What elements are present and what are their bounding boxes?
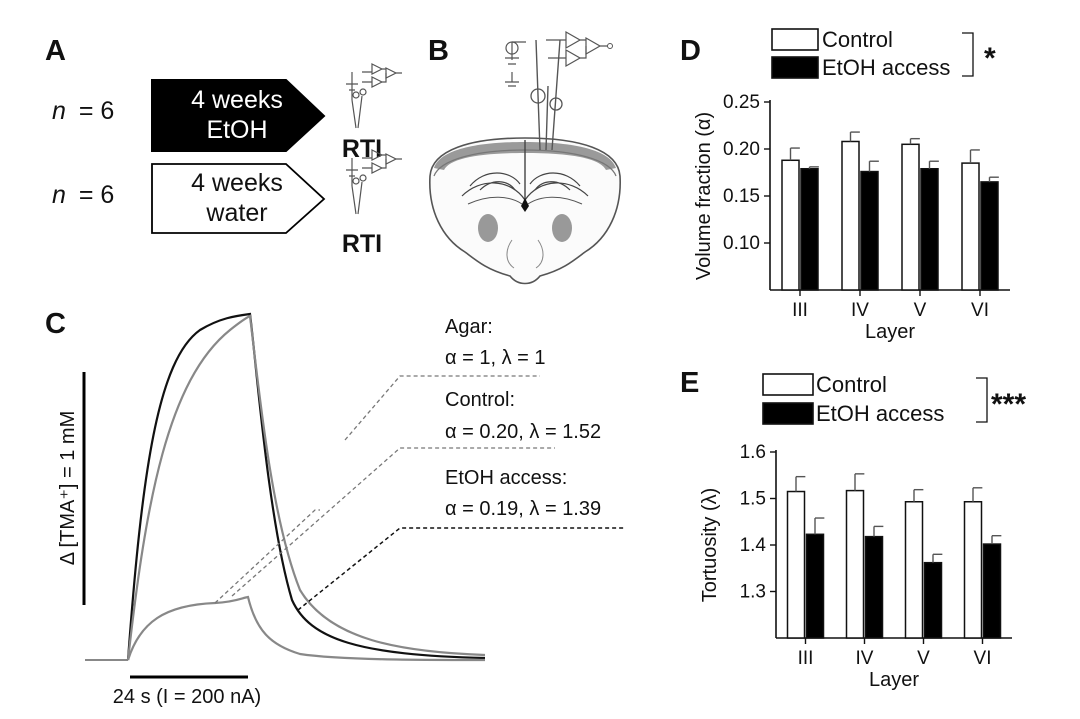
legend-e: Control EtOH access *** xyxy=(762,372,1026,426)
legend-etoh-label: EtOH access xyxy=(822,55,950,80)
n-label: n xyxy=(52,181,66,209)
etoh-bar xyxy=(920,167,939,291)
agar-params: α = 1, λ = 1 xyxy=(445,347,546,369)
time-scale-label: 24 s (I = 200 nA) xyxy=(113,686,261,708)
concentration-scale-label: Δ [TMA⁺] = 1 mM xyxy=(57,411,79,566)
water-arrow-box xyxy=(151,163,326,234)
y-axis-label: Tortuosity (λ) xyxy=(699,488,721,602)
control-bar xyxy=(901,143,920,291)
legend-d: Control EtOH access * xyxy=(771,27,996,80)
control-trace xyxy=(126,314,486,661)
y-tick-label: 1.3 xyxy=(740,582,766,603)
brain-slice-diagram xyxy=(429,30,621,285)
svg-text:n = 6: n = 6 xyxy=(52,181,114,209)
legend-etoh-swatch xyxy=(762,402,814,425)
y-tick-label: 1.5 xyxy=(740,489,766,510)
control-bar xyxy=(961,162,980,291)
diffusion-traces: Δ [TMA⁺] = 1 mM 24 s (I = 200 nA) xyxy=(57,312,625,708)
y-tick-label: 0.20 xyxy=(723,139,760,160)
y-tick-label: 0.15 xyxy=(723,186,760,207)
water-line2: water xyxy=(205,199,267,227)
x-tick-label: IV xyxy=(851,300,869,321)
bar-chart-tortuosity: 1.3 1.4 1.5 1.6 Tortuosity (λ) III IV V VI Layer xyxy=(699,442,1012,691)
etoh-line1: 4 weeks xyxy=(191,86,283,114)
rti-label: RTI xyxy=(342,135,382,163)
etoh-title: EtOH access: xyxy=(445,467,567,489)
x-tick-label: VI xyxy=(971,300,989,321)
legend-etoh-label: EtOH access xyxy=(816,401,944,426)
electrode-icon xyxy=(346,63,402,129)
control-bar xyxy=(781,159,800,291)
legend-control-label: Control xyxy=(816,372,887,397)
n-value: = 6 xyxy=(79,97,114,125)
water-line1: 4 weeks xyxy=(191,169,283,197)
control-bar xyxy=(845,489,865,639)
legend-etoh-swatch xyxy=(771,56,819,79)
significance-marker: *** xyxy=(991,388,1026,421)
x-axis-label: Layer xyxy=(865,321,915,343)
svg-text:n = 6: n = 6 xyxy=(52,97,114,125)
x-tick-label: V xyxy=(917,648,930,669)
etoh-params: α = 0.19, λ = 1.39 xyxy=(445,498,601,520)
x-tick-label: V xyxy=(914,300,927,321)
etoh-bar xyxy=(864,535,884,639)
etoh-bar xyxy=(800,167,819,291)
x-tick-label: IV xyxy=(856,648,874,669)
legend-control-label: Control xyxy=(822,27,893,52)
y-tick-label: 0.25 xyxy=(723,92,760,113)
bar-chart-volume-fraction: 0.10 0.15 0.20 0.25 Volume fraction (α) III IV… xyxy=(693,92,1010,343)
trace-annotations: Agar: α = 1, λ = 1 Control: α = 0.20, λ … xyxy=(445,316,601,520)
y-tick-label: 1.6 xyxy=(740,442,766,463)
legend-control-swatch xyxy=(762,373,814,396)
panel-letter-c: C xyxy=(45,308,66,340)
agar-title: Agar: xyxy=(445,316,493,338)
etoh-bar xyxy=(805,533,825,639)
control-bar xyxy=(786,490,806,639)
x-tick-label: VI xyxy=(974,648,992,669)
rti-label: RTI xyxy=(342,230,382,258)
panel-a-row-etoh: n = 6 4 weeks EtOH RTI xyxy=(52,63,402,163)
panel-a-row-water: n = 6 4 weeks water RTI xyxy=(52,149,402,258)
etoh-bar xyxy=(982,543,1002,639)
panel-letter-b: B xyxy=(428,35,449,67)
etoh-arrow-box xyxy=(151,79,326,152)
y-tick-label: 0.10 xyxy=(723,233,760,254)
etoh-line2: EtOH xyxy=(206,116,267,144)
etoh-bar xyxy=(860,170,879,291)
panel-letter-e: E xyxy=(680,367,699,399)
x-tick-label: III xyxy=(792,300,808,321)
etoh-trace xyxy=(126,595,486,662)
x-axis-label: Layer xyxy=(869,669,919,691)
n-value: = 6 xyxy=(79,181,114,209)
y-axis-label: Volume fraction (α) xyxy=(693,112,715,280)
control-bar xyxy=(963,501,983,639)
control-title: Control: xyxy=(445,389,515,411)
etoh-bar xyxy=(923,561,943,639)
significance-marker: * xyxy=(984,42,996,75)
control-bar xyxy=(904,501,924,639)
electrode-icon xyxy=(346,149,402,215)
x-tick-label: III xyxy=(798,648,814,669)
control-params: α = 0.20, λ = 1.52 xyxy=(445,421,601,443)
etoh-bar xyxy=(980,181,999,291)
control-bar xyxy=(841,140,860,291)
n-label: n xyxy=(52,97,66,125)
panel-letter-d: D xyxy=(680,35,701,67)
legend-control-swatch xyxy=(771,28,819,51)
panel-letter-a: A xyxy=(45,35,66,67)
y-tick-label: 1.4 xyxy=(740,535,767,556)
